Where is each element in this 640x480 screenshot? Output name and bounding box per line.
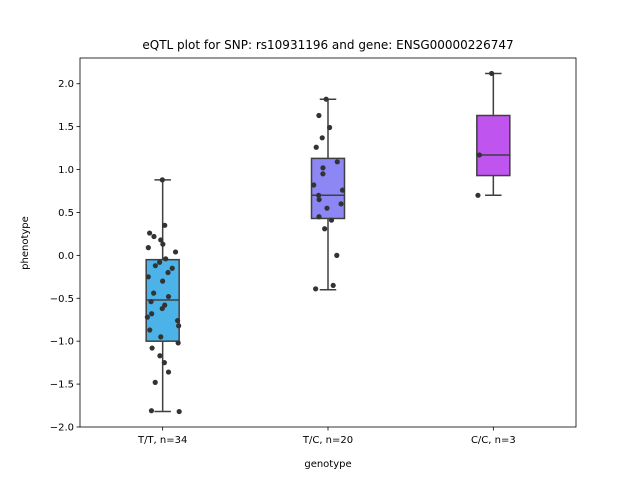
y-tick-label: −1.0 — [50, 337, 74, 348]
data-point — [157, 259, 163, 265]
data-point — [176, 323, 182, 329]
data-point — [148, 299, 154, 305]
box-group — [476, 72, 511, 197]
data-point — [172, 249, 179, 255]
data-point — [323, 96, 329, 102]
data-point — [163, 256, 169, 262]
box-group — [145, 179, 180, 413]
data-point — [151, 233, 157, 240]
y-tick-label: −1.5 — [50, 380, 74, 391]
y-tick-label: 1.0 — [58, 165, 74, 176]
data-point — [147, 327, 153, 333]
data-point — [316, 214, 322, 220]
data-point — [324, 205, 330, 211]
data-point — [169, 265, 175, 271]
data-point — [160, 241, 166, 247]
iqr-box — [310, 157, 346, 220]
data-point — [334, 159, 340, 165]
data-point — [159, 305, 165, 312]
data-point — [322, 226, 328, 232]
data-point — [152, 263, 158, 269]
data-point — [158, 334, 164, 340]
data-point — [313, 286, 319, 292]
y-tick-label: −2.0 — [50, 423, 74, 434]
data-point — [320, 165, 326, 171]
y-tick-label: 2.0 — [58, 79, 74, 90]
data-point — [334, 252, 340, 258]
data-point — [165, 293, 172, 300]
data-point — [148, 408, 155, 414]
data-point — [149, 311, 155, 317]
data-point — [489, 70, 495, 77]
y-axis-label: phenotype — [20, 216, 31, 270]
data-point — [326, 124, 333, 131]
data-point — [165, 369, 172, 375]
x-tick-label: T/C, n=20 — [302, 435, 353, 446]
data-point — [328, 217, 335, 223]
data-point — [159, 177, 165, 183]
data-point — [316, 192, 322, 198]
plot-area — [144, 70, 511, 415]
data-point — [160, 278, 166, 284]
data-point — [174, 317, 181, 324]
data-point — [320, 171, 326, 177]
data-point — [319, 135, 325, 141]
data-point — [316, 196, 322, 203]
data-point — [338, 201, 344, 207]
data-point — [149, 345, 155, 351]
data-point — [158, 237, 164, 243]
data-point — [151, 290, 157, 296]
x-axis-ticks: T/T, n=34 T/C, n=20 C/C, n=3 — [137, 427, 516, 446]
data-point — [339, 187, 346, 193]
x-axis-label: genotype — [304, 459, 351, 470]
data-point — [144, 314, 150, 320]
data-point — [157, 353, 163, 359]
data-point — [175, 340, 181, 346]
data-point — [146, 230, 153, 236]
box-group — [310, 98, 346, 291]
data-point — [176, 408, 182, 415]
chart-title: eQTL plot for SNP: rs10931196 and gene: … — [142, 38, 513, 52]
y-tick-label: −0.5 — [50, 294, 74, 305]
x-tick-label: T/T, n=34 — [137, 435, 187, 446]
data-point — [316, 112, 322, 119]
data-point — [145, 274, 151, 280]
y-tick-label: 0.5 — [58, 208, 74, 219]
data-point — [161, 360, 167, 366]
data-point — [330, 282, 336, 289]
x-tick-label: C/C, n=3 — [471, 435, 516, 446]
y-tick-label: 1.5 — [58, 122, 74, 133]
data-point — [165, 269, 171, 276]
data-point — [145, 245, 151, 251]
y-axis-ticks: 2.0 1.5 1.0 0.5 0.0 −0.5 −1.0 −1.5 −2.0 — [50, 79, 80, 434]
data-point — [313, 144, 319, 150]
data-point — [311, 182, 317, 188]
data-point — [162, 222, 168, 228]
data-point — [476, 152, 482, 158]
data-point — [475, 192, 481, 198]
y-tick-label: 0.0 — [58, 251, 74, 262]
iqr-box — [476, 114, 511, 177]
data-point — [152, 379, 158, 385]
